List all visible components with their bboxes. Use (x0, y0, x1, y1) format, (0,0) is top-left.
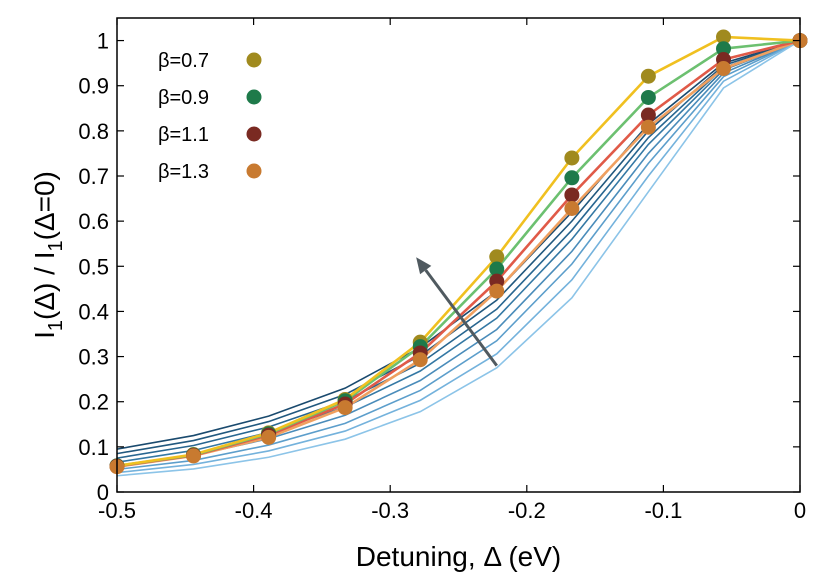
data-point (716, 61, 732, 77)
y-tick-label: 0.8 (78, 119, 109, 144)
series-lines (116, 35, 801, 469)
y-tick-label: 0.3 (78, 345, 109, 370)
arrow-shaft (424, 269, 498, 367)
legend: β=0.7 β=0.9 β=1.1 β=1.3 (158, 50, 262, 183)
series-line (116, 39, 801, 469)
y-tick-label: 0.4 (78, 299, 109, 324)
series-line (116, 39, 801, 468)
data-point (564, 150, 580, 166)
y-tick-label: 0.2 (78, 390, 109, 415)
data-point (716, 29, 732, 45)
data-point (640, 68, 656, 84)
y-tick-label: 0.1 (78, 435, 109, 460)
data-point (489, 261, 505, 277)
legend-marker (246, 89, 262, 105)
data-point (640, 89, 656, 105)
data-point (564, 201, 580, 217)
model-curve-line (116, 39, 801, 463)
model-curve-line (116, 39, 801, 455)
legend-label: β=0.9 (158, 87, 209, 109)
x-tick-label: -0.3 (371, 498, 409, 523)
model-curves (116, 39, 801, 477)
model-curve-line (116, 39, 801, 477)
x-tick-label: -0.2 (508, 498, 546, 523)
model-curve-line (116, 39, 801, 459)
series-line (116, 35, 801, 468)
plot-frame (116, 17, 801, 493)
data-point (489, 283, 505, 299)
series-line (116, 39, 801, 468)
y-tick-label: 0 (97, 480, 109, 505)
legend-marker (246, 163, 262, 179)
y-tick-label: 0.5 (78, 254, 109, 279)
legend-label: β=0.7 (158, 50, 209, 72)
model-curve-line (116, 39, 801, 471)
legend-label: β=1.1 (158, 124, 209, 146)
data-point (412, 352, 428, 368)
legend-marker (246, 52, 262, 68)
y-tick-label: 0.6 (78, 209, 109, 234)
legend-marker (246, 126, 262, 142)
legend-label: β=1.3 (158, 161, 209, 183)
x-tick-label: -0.5 (98, 498, 136, 523)
model-curve-line (116, 39, 801, 450)
y-axis-title: I1(Δ) / I1(Δ=0) (29, 171, 67, 339)
model-curve-line (116, 39, 801, 474)
arrow-head (416, 257, 432, 275)
y-tick-label: 0.9 (78, 74, 109, 99)
data-point (640, 107, 656, 123)
trend-arrow (416, 257, 498, 367)
y-tick-label: 0.7 (78, 164, 109, 189)
x-tick-label: 0 (794, 498, 806, 523)
y-axis-ticks: 0 0.1 0.2 0.3 0.4 0.5 0.6 0.7 0.8 0.9 1 (78, 29, 800, 505)
data-point (261, 429, 277, 445)
model-curve-line (116, 39, 801, 467)
data-point (716, 41, 732, 57)
data-point (489, 249, 505, 265)
x-tick-label: -0.1 (644, 498, 682, 523)
data-point (564, 170, 580, 186)
x-axis-ticks: -0.5 -0.4 -0.3 -0.2 -0.1 0 (98, 18, 806, 523)
data-point (640, 119, 656, 135)
y-tick-label: 1 (97, 29, 109, 54)
x-tick-label: -0.4 (235, 498, 273, 523)
data-point (185, 448, 201, 464)
data-point (337, 400, 353, 416)
x-axis-title: Detuning, Δ (eV) (356, 541, 561, 572)
data-point (564, 187, 580, 203)
